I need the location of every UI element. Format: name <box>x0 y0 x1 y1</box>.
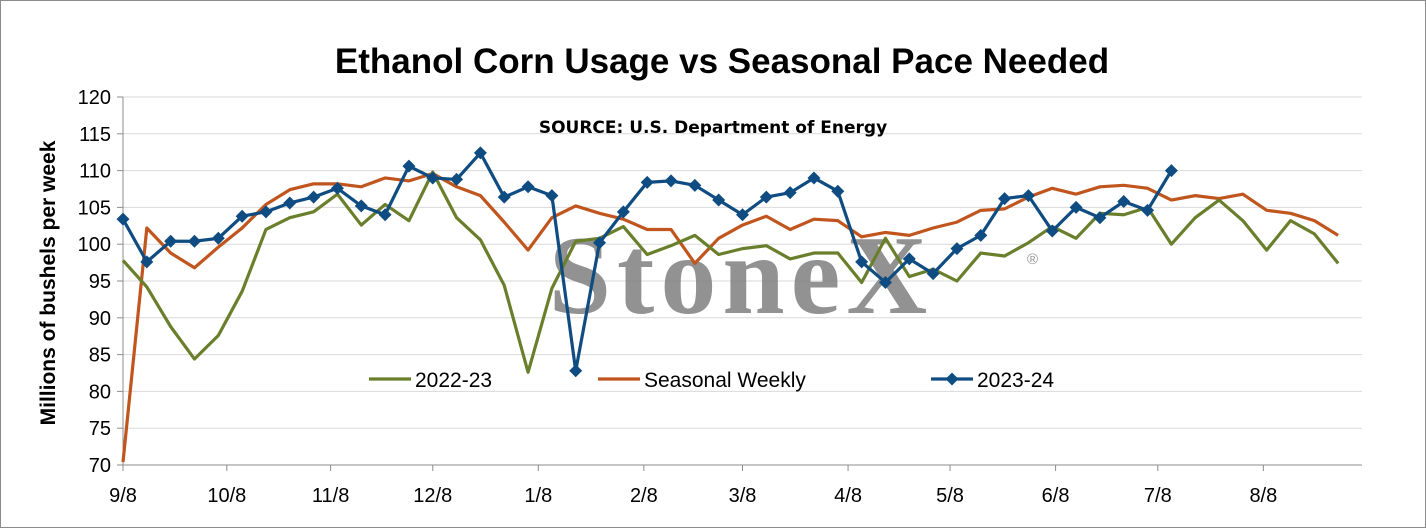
legend-label-0: 2022-23 <box>415 369 492 392</box>
chart-title: Ethanol Corn Usage vs Seasonal Pace Need… <box>335 42 1109 81</box>
legend: 2022-23 Seasonal Weekly 2023-24 <box>369 369 1054 392</box>
x-tick-label-8: 5/8 <box>936 485 964 507</box>
series-2-point-28 <box>783 186 797 200</box>
series-2-point-35 <box>950 242 964 256</box>
series-2-point-37 <box>998 192 1012 206</box>
series-2-point-11 <box>378 208 392 222</box>
series-2-point-2 <box>164 234 178 248</box>
y-tick-label-90: 90 <box>89 308 111 330</box>
series-layer <box>116 146 1340 463</box>
series-2-point-31 <box>855 255 869 269</box>
x-tick-label-2: 11/8 <box>312 485 349 507</box>
series-2-point-14 <box>450 172 464 186</box>
x-tick-label-4: 1/8 <box>524 485 552 507</box>
series-2 <box>116 146 1178 378</box>
x-tick-label-10: 7/8 <box>1144 485 1172 507</box>
series-2-point-16 <box>497 190 511 204</box>
series-2-point-22 <box>640 175 654 189</box>
series-2-point-42 <box>1117 195 1131 209</box>
legend-label-2: 2023-24 <box>977 369 1054 392</box>
series-2-point-1 <box>140 255 154 269</box>
y-tick-label-70: 70 <box>89 455 111 477</box>
x-tick-label-9: 6/8 <box>1042 485 1070 507</box>
series-2-point-44 <box>1164 164 1178 178</box>
x-tick-label-3: 12/8 <box>413 485 452 507</box>
y-tick-label-100: 100 <box>78 234 111 256</box>
series-2-point-6 <box>259 205 273 219</box>
series-2-point-15 <box>473 146 487 160</box>
series-2-point-30 <box>831 184 845 198</box>
series-0 <box>121 170 1340 374</box>
axes <box>122 97 1362 466</box>
legend-label-1: Seasonal Weekly <box>644 369 806 392</box>
series-2-point-23 <box>664 174 678 188</box>
y-tick-label-115: 115 <box>79 124 111 146</box>
series-2-point-34 <box>926 267 940 281</box>
series-2-point-38 <box>1021 189 1035 203</box>
x-tick-label-0: 9/8 <box>109 485 137 507</box>
watermark-registered-mark: ® <box>1027 251 1038 268</box>
y-tick-label-120: 120 <box>78 87 111 109</box>
series-2-point-9 <box>330 181 344 195</box>
series-2-point-0 <box>116 212 130 226</box>
x-tick-label-5: 2/8 <box>630 485 658 507</box>
series-2-point-20 <box>593 236 607 250</box>
watermark-logo: StoneX ® <box>549 214 1038 338</box>
series-2-point-19 <box>569 364 583 378</box>
y-tick-label-85: 85 <box>89 345 111 367</box>
series-2-point-41 <box>1093 211 1107 225</box>
x-tick-label-1: 10/8 <box>207 485 246 507</box>
y-tick-label-75: 75 <box>89 418 111 440</box>
series-2-point-4 <box>211 231 225 245</box>
legend-entry-0: 2022-23 <box>369 369 492 392</box>
x-tick-label-11: 8/8 <box>1249 485 1277 507</box>
grid-lines <box>123 96 1362 429</box>
series-2-point-17 <box>521 180 535 194</box>
y-tick-label-95: 95 <box>89 271 111 293</box>
x-tick-label-7: 4/8 <box>834 485 862 507</box>
x-tick-label-6: 3/8 <box>729 485 757 507</box>
series-1 <box>121 171 1340 463</box>
series-2-point-21 <box>616 205 630 219</box>
series-line-0 <box>121 170 1340 374</box>
legend-entry-1: Seasonal Weekly <box>598 369 806 392</box>
legend-marker-2 <box>945 372 959 386</box>
y-axis-ticks: 70 75 80 85 90 95 100 105 110 115 120 <box>78 87 123 477</box>
series-2-point-12 <box>402 159 416 173</box>
series-2-point-13 <box>426 171 440 185</box>
source-note: SOURCE: U.S. Department of Energy <box>539 118 887 138</box>
series-2-point-10 <box>354 199 368 213</box>
y-tick-label-80: 80 <box>89 381 111 403</box>
series-line-1 <box>121 171 1340 463</box>
series-2-point-33 <box>902 252 916 266</box>
series-2-point-25 <box>712 193 726 207</box>
series-2-point-43 <box>1141 203 1155 217</box>
series-2-point-27 <box>759 190 773 204</box>
y-axis-label: Millions of bushels per week <box>37 140 60 425</box>
series-2-point-18 <box>545 189 559 203</box>
series-2-point-39 <box>1045 224 1059 238</box>
series-2-point-5 <box>235 209 249 223</box>
series-2-point-26 <box>736 208 749 222</box>
series-2-point-8 <box>307 190 321 204</box>
series-2-point-7 <box>283 196 297 210</box>
legend-entry-2: 2023-24 <box>931 369 1054 392</box>
series-2-point-24 <box>688 178 702 192</box>
series-2-point-32 <box>878 275 892 289</box>
series-2-point-29 <box>807 171 821 185</box>
series-2-point-40 <box>1069 200 1083 214</box>
x-axis-ticks: 9/8 10/8 11/8 12/8 1/8 2/8 3/8 4/8 5/8 6/8 7/8 8/8 <box>109 465 1277 507</box>
series-2-point-3 <box>187 234 201 248</box>
y-tick-label-110: 110 <box>79 161 111 183</box>
series-2-point-36 <box>974 228 988 242</box>
y-tick-label-105: 105 <box>78 197 111 219</box>
